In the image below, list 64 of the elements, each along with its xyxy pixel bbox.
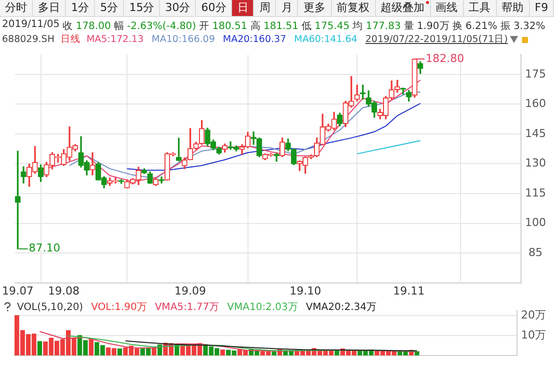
y-tick-label: 85: [528, 246, 542, 259]
y-tick-label: 10万: [521, 328, 546, 342]
text: VMA20:2.34万: [306, 301, 376, 314]
text: 月: [281, 1, 292, 14]
text: MA60:141.64: [294, 34, 358, 45]
text: 量 1.90万: [404, 20, 450, 33]
text: VOL:1.90万: [91, 301, 147, 314]
annotation: 182.80: [426, 52, 464, 65]
text: 换 6.21%: [452, 20, 498, 33]
y-tick-label: 160: [525, 97, 546, 110]
x-tick-label: 19.11: [393, 284, 425, 298]
text: 2019/11/05: [2, 19, 60, 32]
text: 振 3.32%: [500, 20, 546, 33]
text: MA10:166.09: [152, 34, 215, 45]
text: 工具: [468, 1, 491, 14]
y-tick-label: 20万: [521, 308, 546, 322]
chart-title: VOL(5,10,20): [17, 302, 84, 312]
text: 开 180.51: [199, 20, 248, 33]
y-tick-label: 100: [525, 216, 546, 230]
text: 幅 -2.63%(-4.80): [114, 20, 196, 33]
text: VMA10:2.03万: [227, 301, 298, 314]
text: 均 177.83: [352, 20, 401, 33]
text: MA5:172.13: [86, 34, 144, 45]
bar: [334, 350, 340, 356]
text: F9: [534, 1, 548, 14]
text: 更多: [303, 1, 326, 14]
bar: [272, 351, 276, 356]
text: MA20:160.37: [222, 34, 286, 45]
x-tick-label: 19.07: [2, 284, 34, 298]
text: 周: [259, 1, 270, 14]
text: 多日: [38, 1, 60, 14]
y-tick-label: 175: [525, 67, 546, 80]
text: 5分: [100, 1, 118, 14]
x-tick-label: 19.10: [290, 284, 322, 298]
text: 30分: [165, 1, 190, 14]
candlestick: [274, 153, 280, 162]
text: 高 181.51: [250, 20, 298, 33]
bar: [117, 348, 122, 356]
candlestick: [90, 152, 96, 176]
bar: [152, 348, 156, 356]
y-tick-label: 145: [525, 126, 546, 140]
bar: [220, 349, 225, 356]
text: 分时: [5, 1, 28, 14]
text: 画线: [436, 1, 458, 14]
text: 低 175.45: [301, 20, 350, 33]
text: 日: [237, 1, 248, 14]
bar: [37, 341, 42, 356]
text: 688029.SH: [2, 34, 54, 45]
text: 2019/07/22-2019/11/05(71日): [365, 33, 508, 46]
text: 收 178.00: [62, 20, 111, 33]
text: 1分: [71, 1, 90, 14]
y-tick-label: 130: [525, 156, 546, 170]
x-tick-label: 19.09: [174, 284, 206, 298]
text: VMA5:1.77万: [154, 301, 220, 314]
text: 帮助: [502, 1, 524, 14]
text: 超级叠加: [380, 1, 425, 14]
text: 60分: [201, 1, 226, 14]
text: 15分: [129, 1, 154, 14]
text: 前复权: [336, 1, 370, 14]
y-tick-label: 115: [525, 186, 546, 200]
text: 日线: [60, 33, 80, 46]
bar: [88, 339, 94, 356]
annotation: 87.10: [28, 242, 60, 255]
x-tick-label: 19.08: [48, 284, 80, 298]
